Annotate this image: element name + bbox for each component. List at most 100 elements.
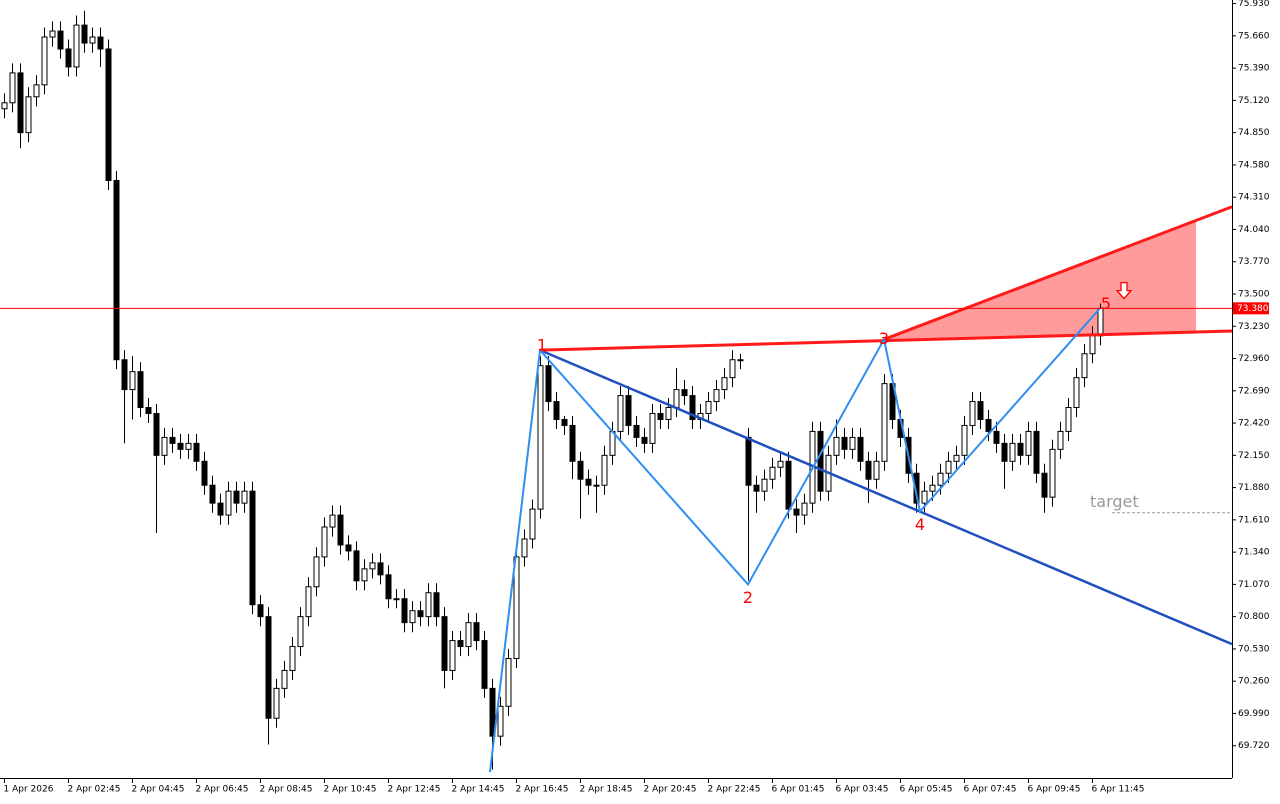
candle-body xyxy=(1025,430,1032,456)
x-tick-label: 2 Apr 22:45 xyxy=(708,785,761,795)
x-tick-label: 2 Apr 20:45 xyxy=(644,785,697,795)
candle-body xyxy=(369,562,376,570)
candle-body xyxy=(649,412,656,444)
candle-body xyxy=(257,604,264,618)
price-label: 73.380 xyxy=(1237,304,1269,314)
candle-body xyxy=(265,616,272,719)
candle-body xyxy=(65,48,72,68)
candle-body xyxy=(569,424,576,462)
candle-body xyxy=(225,490,232,516)
candle-body xyxy=(465,622,472,648)
candle-body xyxy=(113,179,120,361)
wave-label: 3 xyxy=(879,329,889,348)
candle-body xyxy=(793,508,800,516)
candle-body xyxy=(329,514,336,528)
candle-body xyxy=(657,412,664,420)
candle-body xyxy=(753,484,760,492)
candle-body xyxy=(857,436,864,462)
candle-body xyxy=(41,36,48,86)
candle-body xyxy=(1073,377,1080,409)
candle-body xyxy=(1065,407,1072,432)
candle-body xyxy=(25,96,32,134)
candle-body xyxy=(721,377,728,391)
x-tick-label: 6 Apr 09:45 xyxy=(1028,785,1081,795)
y-tick-label: 74.580 xyxy=(1238,160,1270,170)
candle-body xyxy=(33,84,40,98)
candle-body xyxy=(1033,430,1040,474)
candle-body xyxy=(385,574,392,600)
x-tick-label: 2 Apr 18:45 xyxy=(580,785,633,795)
candle-body xyxy=(921,490,928,504)
candle-body xyxy=(241,490,248,504)
candle-body xyxy=(729,359,736,379)
candle-body xyxy=(161,436,168,456)
x-tick-label: 6 Apr 01:45 xyxy=(772,785,825,795)
candle-body xyxy=(185,442,192,450)
candle-body xyxy=(977,401,984,420)
candle-body xyxy=(737,359,744,362)
candle-body xyxy=(129,371,136,391)
wave-label: 1 xyxy=(537,336,547,355)
candle-body xyxy=(929,484,936,492)
candle-body xyxy=(289,646,296,671)
candle-body xyxy=(233,490,240,504)
candle-body xyxy=(561,418,568,426)
candle-body xyxy=(761,478,768,492)
y-tick-label: 75.660 xyxy=(1238,31,1270,41)
y-tick-label: 71.610 xyxy=(1238,515,1270,525)
x-tick-label: 2 Apr 10:45 xyxy=(324,785,377,795)
candle-body xyxy=(745,436,752,486)
candle-body xyxy=(665,407,672,420)
candle-body xyxy=(433,592,440,618)
candle-body xyxy=(393,598,400,601)
candle-body xyxy=(193,442,200,462)
y-tick-label: 69.990 xyxy=(1238,709,1270,719)
candle-body xyxy=(105,48,112,181)
y-tick-label: 71.340 xyxy=(1238,548,1270,558)
overlay-layer: 1 2 3 4 5 target xyxy=(0,205,1233,773)
candle-body xyxy=(585,478,592,486)
candle-body xyxy=(457,640,464,648)
candle-body xyxy=(361,568,368,582)
trend-line xyxy=(489,350,541,773)
y-tick-label: 72.690 xyxy=(1238,386,1270,396)
candle-body xyxy=(625,395,632,426)
candle-body xyxy=(497,705,504,737)
candle-body xyxy=(281,669,288,689)
y-tick-label: 72.420 xyxy=(1238,419,1270,429)
y-tick-label: 73.500 xyxy=(1238,289,1270,299)
candle-body xyxy=(593,484,600,487)
y-tick-label: 75.120 xyxy=(1238,96,1270,106)
y-tick-label: 71.880 xyxy=(1238,483,1270,493)
candle-body xyxy=(449,640,456,671)
candle-body xyxy=(873,460,880,480)
candle-body xyxy=(337,514,344,546)
candle-body xyxy=(153,412,160,456)
candle-body xyxy=(321,526,328,558)
x-tick-label: 1 Apr 2026 xyxy=(4,785,54,795)
candle-body xyxy=(841,436,848,450)
candle-body xyxy=(833,436,840,456)
candle-body xyxy=(681,389,688,397)
trend-line xyxy=(539,349,1233,646)
candle-body xyxy=(217,502,224,516)
y-tick-label: 70.800 xyxy=(1238,612,1270,622)
candle-body xyxy=(73,24,80,68)
candle-body xyxy=(273,687,280,719)
candle-body xyxy=(993,430,1000,444)
candle-body xyxy=(145,407,152,414)
y-tick-label: 70.260 xyxy=(1238,677,1270,687)
candle-body xyxy=(249,490,256,606)
target-label: target xyxy=(1090,492,1139,511)
candle-body xyxy=(417,610,424,618)
x-tick-label: 2 Apr 02:45 xyxy=(68,785,121,795)
x-tick-label: 2 Apr 06:45 xyxy=(196,785,249,795)
y-tick-label: 73.230 xyxy=(1238,322,1270,332)
candle-body xyxy=(57,30,64,50)
x-tick-label: 6 Apr 03:45 xyxy=(836,785,889,795)
candle-body xyxy=(97,36,104,50)
candle-body xyxy=(945,460,952,474)
candle-body xyxy=(785,460,792,510)
wave-zigzag xyxy=(539,307,1101,587)
candle-body xyxy=(617,395,624,432)
